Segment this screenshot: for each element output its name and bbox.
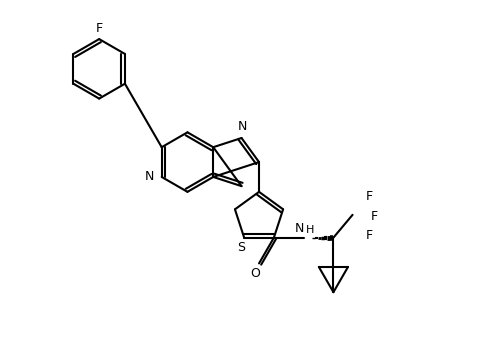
Text: F: F xyxy=(95,22,103,35)
Text: F: F xyxy=(370,210,377,223)
Text: H: H xyxy=(305,225,313,235)
Text: N: N xyxy=(294,222,303,235)
Text: F: F xyxy=(365,229,372,242)
Text: F: F xyxy=(365,190,372,203)
Text: N: N xyxy=(144,171,153,183)
Text: S: S xyxy=(237,240,245,254)
Text: N: N xyxy=(237,120,247,133)
Text: O: O xyxy=(250,267,259,280)
